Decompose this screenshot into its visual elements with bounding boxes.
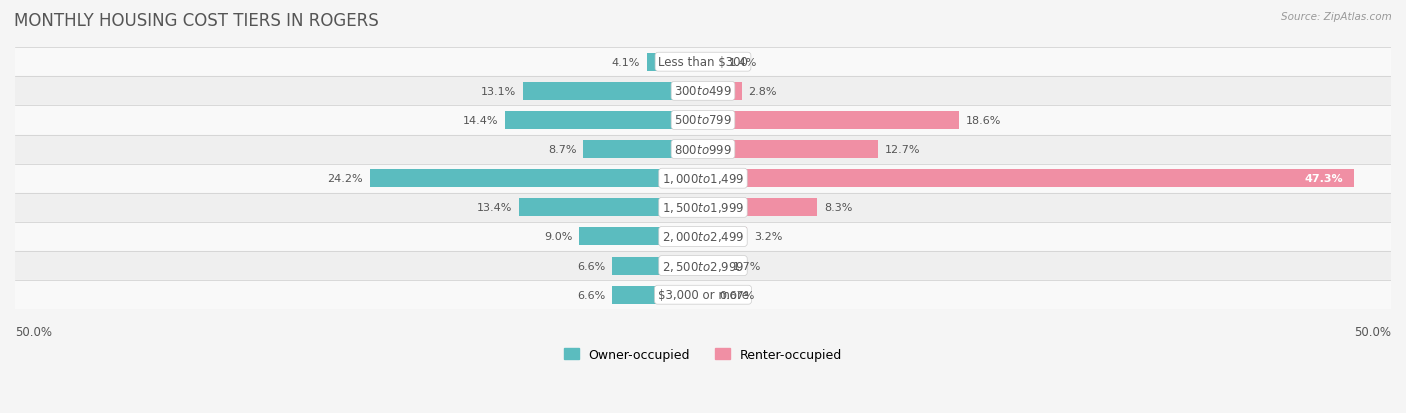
Bar xyxy=(579,228,703,246)
Text: 4.1%: 4.1% xyxy=(612,57,640,67)
Text: 50.0%: 50.0% xyxy=(15,325,52,339)
Text: $2,500 to $2,999: $2,500 to $2,999 xyxy=(662,259,744,273)
Text: 8.7%: 8.7% xyxy=(548,145,576,155)
Text: 9.0%: 9.0% xyxy=(544,232,572,242)
Text: $3,000 or more: $3,000 or more xyxy=(658,289,748,301)
Text: $2,000 to $2,499: $2,000 to $2,499 xyxy=(662,230,744,244)
Bar xyxy=(703,257,727,275)
Text: 2.8%: 2.8% xyxy=(748,87,778,97)
Text: 14.4%: 14.4% xyxy=(463,116,498,126)
Text: 8.3%: 8.3% xyxy=(824,203,852,213)
Text: 13.4%: 13.4% xyxy=(477,203,512,213)
Text: 1.7%: 1.7% xyxy=(734,261,762,271)
Text: 0.67%: 0.67% xyxy=(718,290,755,300)
Text: 6.6%: 6.6% xyxy=(576,261,606,271)
Bar xyxy=(15,193,1391,222)
Text: $1,000 to $1,499: $1,000 to $1,499 xyxy=(662,172,744,186)
Text: 18.6%: 18.6% xyxy=(966,116,1001,126)
Bar xyxy=(15,77,1391,106)
Text: $500 to $799: $500 to $799 xyxy=(673,114,733,127)
Legend: Owner-occupied, Renter-occupied: Owner-occupied, Renter-occupied xyxy=(564,348,842,361)
Bar xyxy=(370,170,703,188)
Bar xyxy=(612,257,703,275)
Text: Source: ZipAtlas.com: Source: ZipAtlas.com xyxy=(1281,12,1392,22)
Bar xyxy=(647,54,703,71)
Bar xyxy=(612,286,703,304)
Text: 6.6%: 6.6% xyxy=(576,290,606,300)
Bar xyxy=(15,252,1391,280)
Bar xyxy=(15,48,1391,77)
Text: $300 to $499: $300 to $499 xyxy=(673,85,733,98)
Text: Less than $300: Less than $300 xyxy=(658,56,748,69)
Bar xyxy=(15,135,1391,164)
Bar xyxy=(583,141,703,159)
Bar xyxy=(703,170,1354,188)
Bar xyxy=(703,141,877,159)
Bar xyxy=(703,54,723,71)
Bar xyxy=(703,112,959,130)
Bar xyxy=(519,199,703,217)
Bar xyxy=(703,286,713,304)
Text: 13.1%: 13.1% xyxy=(481,87,516,97)
Text: MONTHLY HOUSING COST TIERS IN ROGERS: MONTHLY HOUSING COST TIERS IN ROGERS xyxy=(14,12,378,30)
Bar xyxy=(15,280,1391,309)
Text: 47.3%: 47.3% xyxy=(1305,174,1343,184)
Text: $800 to $999: $800 to $999 xyxy=(673,143,733,156)
Bar xyxy=(523,83,703,101)
Bar xyxy=(15,222,1391,252)
Bar xyxy=(15,164,1391,193)
Bar xyxy=(703,83,741,101)
Text: 50.0%: 50.0% xyxy=(1354,325,1391,339)
Text: 12.7%: 12.7% xyxy=(884,145,920,155)
Bar xyxy=(15,106,1391,135)
Bar xyxy=(505,112,703,130)
Bar xyxy=(703,199,817,217)
Bar xyxy=(703,228,747,246)
Text: 24.2%: 24.2% xyxy=(328,174,363,184)
Text: $1,500 to $1,999: $1,500 to $1,999 xyxy=(662,201,744,215)
Text: 3.2%: 3.2% xyxy=(754,232,782,242)
Text: 1.4%: 1.4% xyxy=(730,57,758,67)
